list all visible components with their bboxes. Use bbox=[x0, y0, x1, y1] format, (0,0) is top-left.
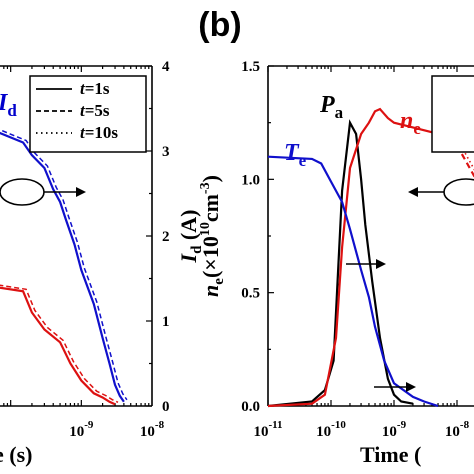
right-series-line bbox=[456, 144, 474, 178]
left-legend-label: t=5s bbox=[80, 101, 110, 120]
left-y2-axis-label: Id (A) bbox=[176, 210, 205, 264]
left-legend-label: t=10s bbox=[80, 123, 118, 142]
left-series-line-dashed bbox=[0, 129, 128, 401]
right-x-tick-base: 10 bbox=[316, 424, 331, 440]
left-legend-symbol: t bbox=[80, 79, 86, 98]
left-y2-tick-label: 1 bbox=[162, 314, 170, 330]
right-series-line-dotted bbox=[462, 148, 474, 171]
left-series-line bbox=[0, 131, 125, 403]
right-annotation-sub: a bbox=[335, 103, 344, 122]
left-series-line-dashed bbox=[0, 284, 119, 403]
right-y-tick-label: 0.5 bbox=[241, 286, 260, 302]
left-x-tick-label: 10-8 bbox=[140, 419, 165, 440]
left-y2-tick-label: 4 bbox=[162, 59, 170, 75]
right-y-axis-label: ne(×1010cm-3) bbox=[198, 175, 227, 297]
left-y2-tick-label: 3 bbox=[162, 144, 170, 160]
left-x-tick-exp: -9 bbox=[84, 419, 94, 431]
left-ellipse-marker bbox=[0, 178, 45, 206]
right-arrow-head-2 bbox=[406, 382, 416, 392]
right-legend-box bbox=[431, 75, 474, 153]
left-x-axis-label: e (s) bbox=[0, 442, 32, 467]
left-y2-label-sub: d bbox=[189, 245, 205, 254]
right-annotation-symbol: n bbox=[400, 108, 413, 134]
right-x-tick-label: 10-9 bbox=[382, 419, 407, 440]
right-y-tick-label: 0.0 bbox=[241, 399, 260, 415]
left-annotation-symbol: I bbox=[0, 90, 9, 116]
right-x-tick-base: 10 bbox=[382, 424, 397, 440]
right-x-tick-exp: -8 bbox=[460, 419, 470, 431]
left-y2-label-symbol: I bbox=[176, 252, 201, 263]
right-y-tick-label: 1.5 bbox=[241, 59, 260, 75]
right-annotation: Te bbox=[284, 140, 307, 170]
left-legend-value: =5s bbox=[85, 101, 110, 120]
left-series-line bbox=[0, 286, 116, 406]
left-annotation-id: Id bbox=[0, 90, 17, 120]
panel-label: (b) bbox=[198, 6, 241, 44]
right-x-tick-exp: -9 bbox=[397, 419, 407, 431]
right-y-tick-label: 1.0 bbox=[241, 172, 260, 188]
right-series-line bbox=[267, 155, 439, 408]
left-y2-tick-label: 2 bbox=[162, 229, 170, 245]
right-y-label-tail-exp: -3 bbox=[198, 182, 213, 194]
right-x-tick-exp: -10 bbox=[331, 419, 346, 431]
right-y-label-close: ) bbox=[198, 175, 223, 182]
left-legend-symbol: t bbox=[80, 123, 86, 142]
right-y-label-symbol: n bbox=[198, 285, 223, 297]
right-ellipse-marker bbox=[443, 178, 474, 206]
left-y2-label-unit: (A) bbox=[176, 210, 201, 246]
right-x-tick-label: 10-10 bbox=[316, 419, 346, 440]
left-x-tick-base: 10 bbox=[69, 424, 84, 440]
right-annotation-sub: e bbox=[299, 151, 307, 170]
left-arrow-head bbox=[76, 187, 86, 197]
left-legend-value: =10s bbox=[85, 123, 119, 142]
right-arrow-head bbox=[376, 259, 386, 269]
left-legend-value: =1s bbox=[85, 79, 110, 98]
right-annotation-sub: e bbox=[413, 119, 421, 138]
left-legend: t=1st=5st=10s bbox=[29, 75, 147, 153]
left-x-tick-base: 10 bbox=[140, 424, 155, 440]
right-annotation-symbol: P bbox=[319, 92, 335, 118]
right-x-tick-label: 10-11 bbox=[253, 419, 282, 440]
right-x-tick-base: 10 bbox=[445, 424, 460, 440]
right-x-axis-label: Time ( bbox=[360, 442, 421, 467]
left-annotation-sub: d bbox=[7, 101, 17, 120]
right-x-tick-base: 10 bbox=[253, 424, 268, 440]
right-annotation: ne bbox=[400, 108, 421, 138]
right-y-label-exp: 10 bbox=[198, 222, 213, 236]
right-x-tick-label: 10-8 bbox=[445, 419, 470, 440]
left-legend-symbol: t bbox=[80, 101, 86, 120]
right-x-tick-exp: -11 bbox=[268, 419, 282, 431]
left-x-tick-exp: -8 bbox=[155, 419, 165, 431]
right-y-label-unit: (×10 bbox=[198, 236, 223, 278]
right-annotation: Pa bbox=[319, 92, 344, 122]
left-x-tick-label: 10-9 bbox=[69, 419, 94, 440]
right-y-label-tail: cm bbox=[198, 194, 223, 222]
right-y-label-sub: e bbox=[211, 278, 227, 285]
right-annotation-symbol: T bbox=[284, 140, 300, 166]
left-legend-label: t=1s bbox=[80, 79, 110, 98]
left-y2-tick-label: 0 bbox=[162, 399, 170, 415]
right-arrow-head-3 bbox=[408, 187, 418, 197]
